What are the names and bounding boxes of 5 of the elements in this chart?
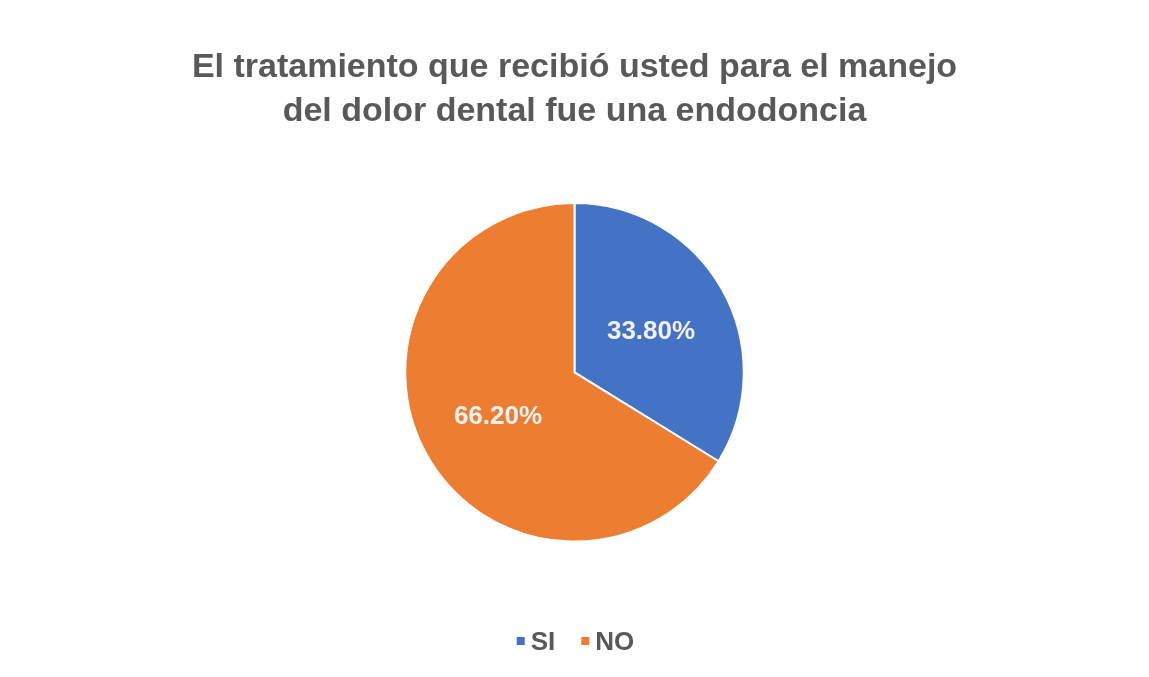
chart-title: El tratamiento que recibió usted para el manejo del dolor dental fue una endodoncia: [191, 46, 958, 128]
legend-label: SI: [530, 626, 556, 656]
data-label: 33.80%: [606, 314, 696, 345]
legend-label: NO: [595, 626, 635, 656]
data-label: 66.20%: [453, 400, 543, 431]
